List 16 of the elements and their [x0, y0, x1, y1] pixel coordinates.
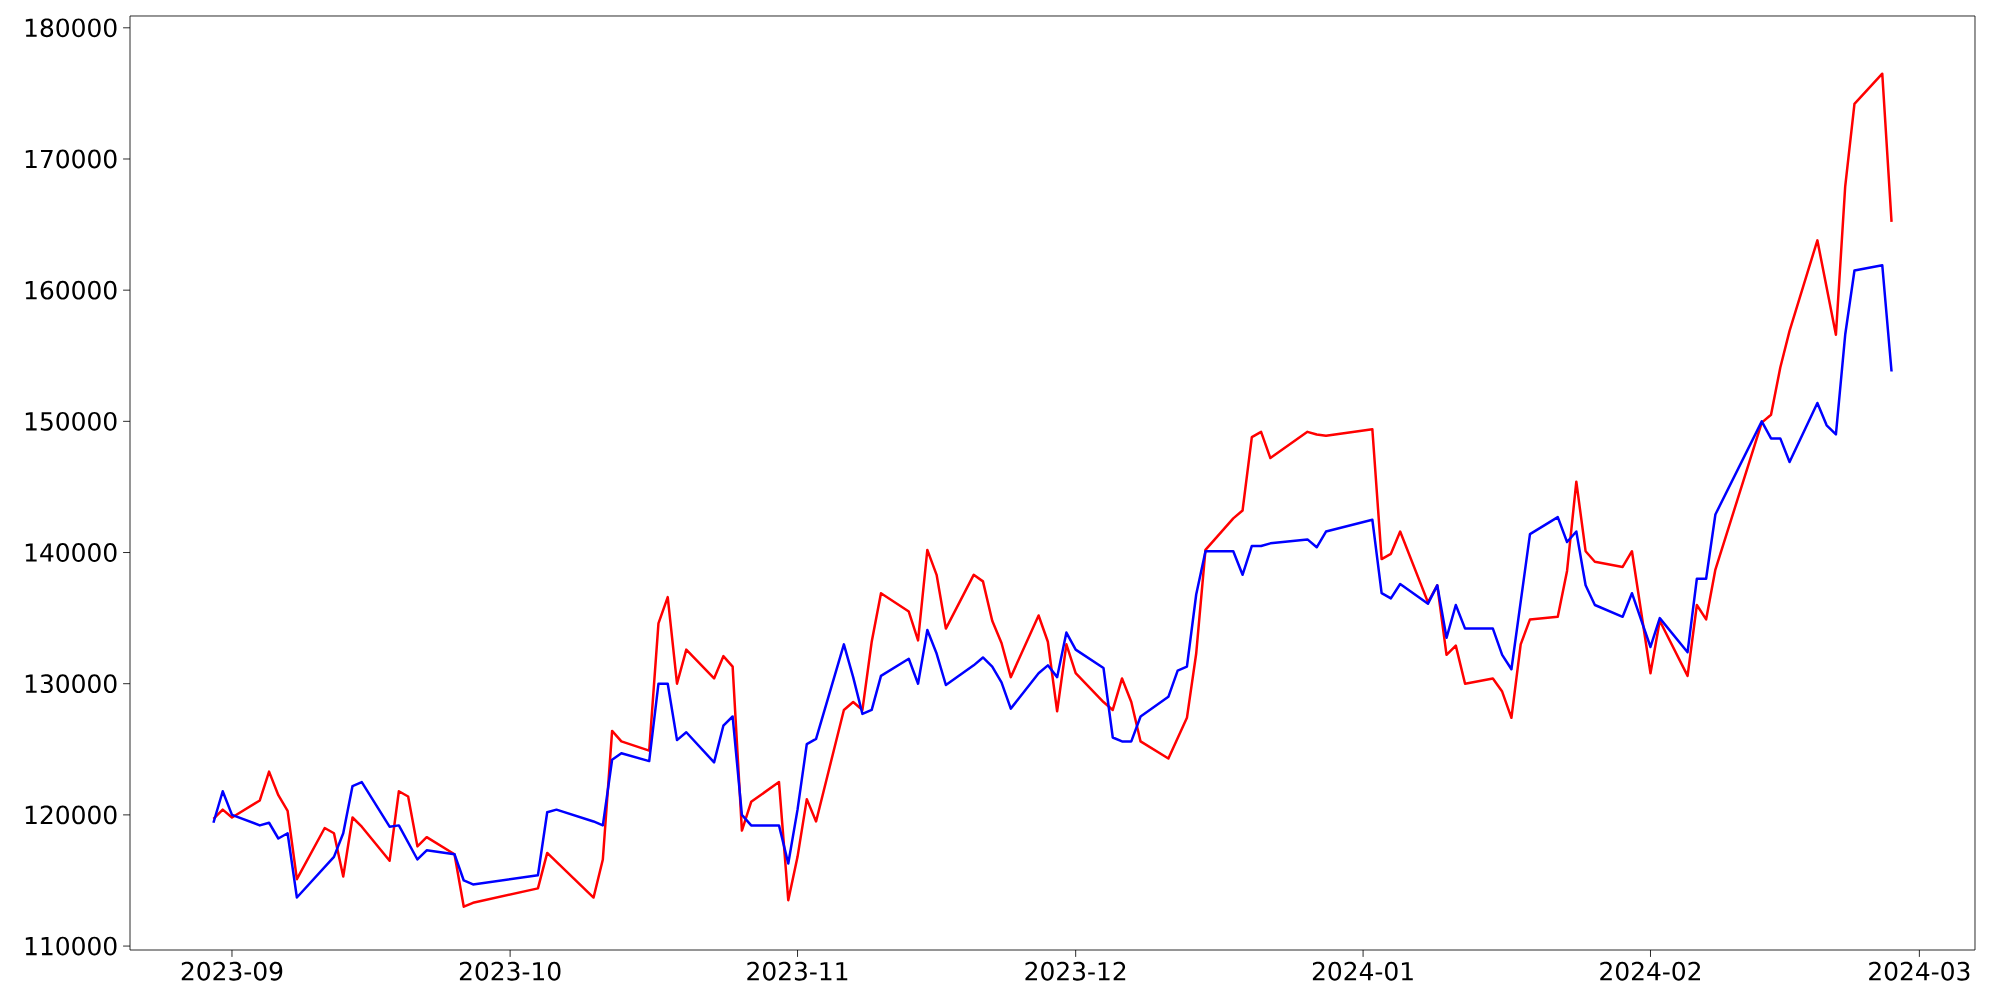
y-tick-label: 150000	[25, 411, 117, 431]
y-tick-label: 160000	[25, 280, 117, 300]
x-tick-label: 2024-03	[1869, 961, 1970, 981]
y-tick-label: 120000	[25, 805, 117, 825]
x-tick-label: 2023-11	[747, 961, 848, 981]
y-tick-label: 170000	[25, 149, 117, 169]
x-tick-label: 2023-10	[459, 961, 561, 981]
x-tick-label: 2023-09	[181, 961, 283, 981]
y-tick-label: 130000	[25, 674, 117, 694]
x-tick-label: 2024-01	[1312, 961, 1413, 981]
x-tick-label: 2023-12	[1025, 961, 1126, 981]
y-tick-label: 140000	[25, 543, 117, 562]
line-series	[212, 72, 1893, 908]
y-tick-label: 110000	[25, 936, 117, 956]
y-tick-label: 180000	[25, 18, 117, 38]
x-tick-label: 2024-02	[1600, 961, 1700, 981]
